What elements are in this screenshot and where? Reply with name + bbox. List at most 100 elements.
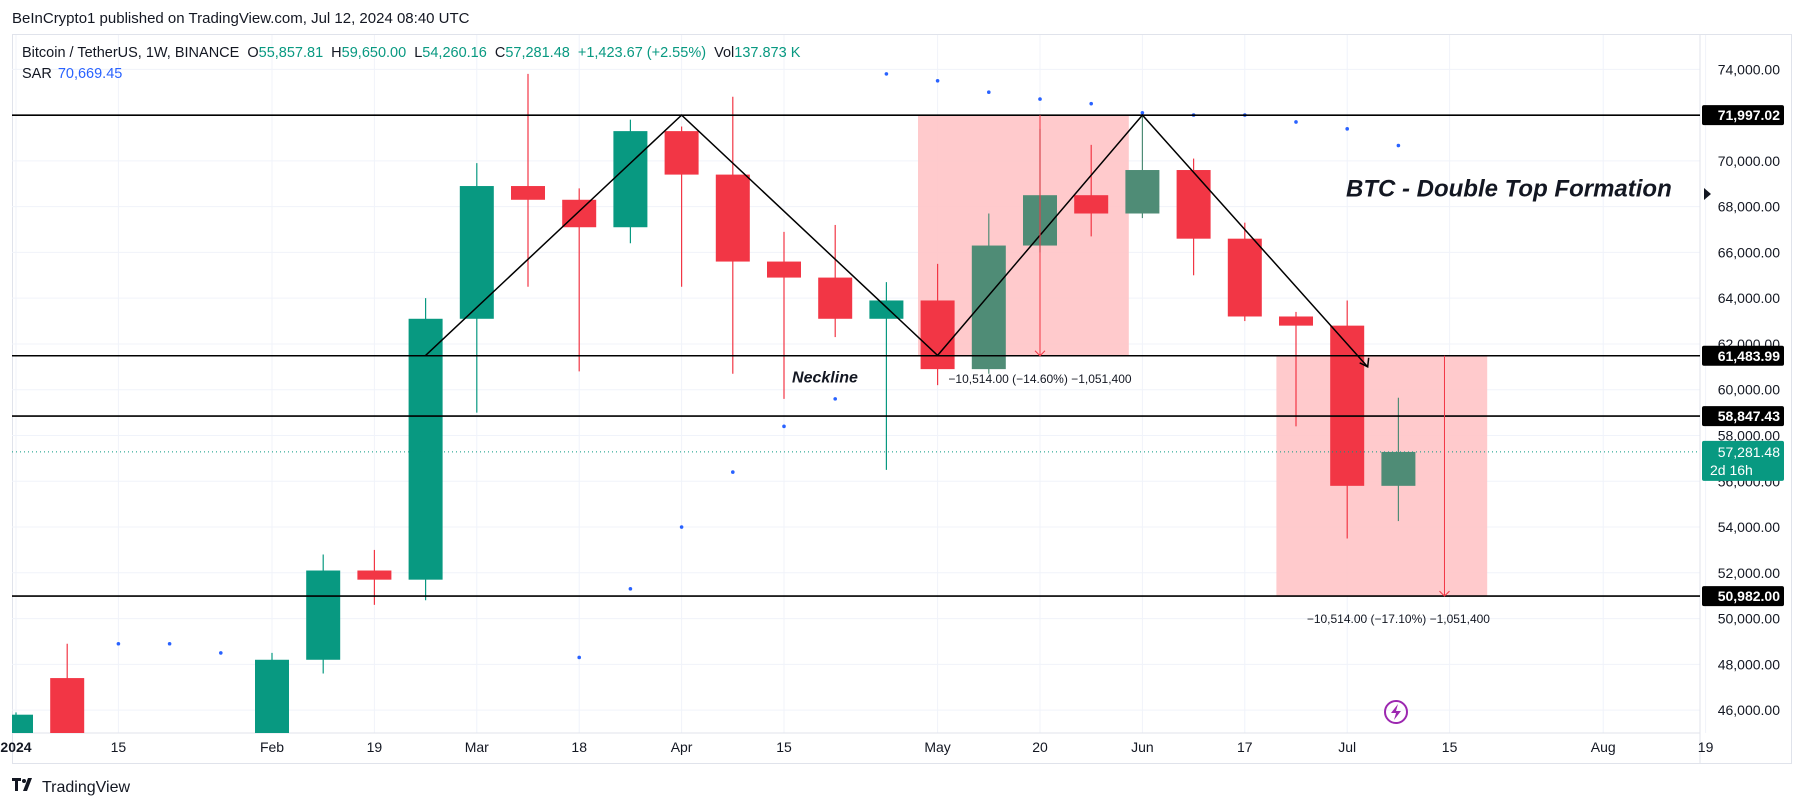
axis-marker-icon — [1704, 188, 1711, 200]
level-price-label: 50,982.00 — [1718, 588, 1780, 604]
x-tick-label: May — [924, 739, 950, 755]
candle-body[interactable] — [1381, 451, 1416, 486]
last-price-label: 57,281.48 — [1718, 444, 1780, 460]
chart-frame — [12, 34, 1792, 764]
sar-value: 70,669.45 — [57, 66, 123, 82]
candle-body[interactable] — [1176, 170, 1211, 239]
sar-dot — [1294, 120, 1298, 124]
volume-value: 137.873 K — [734, 45, 801, 61]
sar-label: SAR — [22, 66, 52, 82]
level-price-label: 61,483.99 — [1718, 348, 1780, 364]
x-tick-label: 19 — [1698, 739, 1714, 755]
x-tick-label: Mar — [465, 739, 489, 755]
candle-body[interactable] — [971, 245, 1006, 370]
sar-legend[interactable]: SAR 70,669.45 — [22, 66, 122, 82]
candle-body[interactable] — [1227, 238, 1262, 317]
open-label: O — [247, 45, 259, 61]
candle-body[interactable] — [818, 277, 853, 319]
sar-dot — [1140, 111, 1145, 115]
candle-body[interactable] — [920, 300, 955, 370]
sar-dot — [833, 397, 837, 401]
double-top-pattern-line[interactable] — [425, 113, 1369, 368]
high-label: H — [331, 45, 342, 61]
measure-label-2: −10,514.00 (−17.10%) −1,051,400 — [1307, 612, 1490, 626]
level-price-tag — [1702, 406, 1784, 427]
x-tick-label: 2024 — [0, 739, 31, 755]
x-tick-label: 15 — [776, 739, 792, 755]
symbol-label[interactable]: Bitcoin / TetherUS, 1W, BINANCE — [22, 45, 240, 61]
sar-dot — [679, 525, 684, 529]
measure-arrowhead — [1439, 590, 1450, 597]
candle-body[interactable] — [204, 765, 238, 770]
x-tick-label: Jun — [1131, 739, 1154, 755]
y-tick-label: 74,000.00 — [1718, 61, 1780, 77]
sar-dot — [1089, 101, 1093, 106]
footer-brand[interactable]: TradingView — [12, 778, 130, 797]
candle-body[interactable] — [1330, 325, 1365, 486]
level-price-tag — [1702, 586, 1784, 607]
candle-body[interactable] — [869, 300, 904, 319]
level-price-label: 58,847.43 — [1718, 408, 1780, 424]
sar-dot — [1038, 97, 1042, 101]
high-value: 59,650.00 — [341, 45, 407, 61]
measure-label-1: −10,514.00 (−14.60%) −1,051,400 — [948, 372, 1131, 386]
x-tick-label: 17 — [1237, 739, 1253, 755]
close-label: C — [494, 45, 506, 61]
candle-body[interactable] — [306, 570, 341, 660]
candle-body[interactable] — [1125, 170, 1160, 214]
sar-dot — [628, 587, 633, 591]
x-tick-label: 15 — [1442, 739, 1458, 755]
sar-dot — [116, 641, 121, 646]
sar-dot — [935, 78, 940, 83]
y-tick-label: 64,000.00 — [1718, 290, 1780, 306]
last-price-tag — [1702, 440, 1784, 481]
sar-dot — [884, 72, 889, 76]
candle-body[interactable] — [1279, 316, 1313, 326]
candle-body[interactable] — [408, 318, 443, 580]
candle-body[interactable] — [459, 186, 494, 319]
candle-body[interactable] — [511, 186, 545, 200]
candle-body[interactable] — [664, 131, 699, 175]
y-tick-label: 54,000.00 — [1718, 519, 1780, 535]
y-tick-label: 48,000.00 — [1718, 656, 1780, 672]
sar-dot — [1396, 143, 1401, 148]
y-tick-label: 70,000.00 — [1718, 153, 1780, 169]
replay-lightning-icon[interactable] — [1384, 700, 1408, 724]
x-tick-label: Aug — [1591, 739, 1616, 755]
brand-name: TradingView — [42, 778, 131, 796]
measure-arrowhead — [1034, 350, 1046, 357]
neckline-label[interactable]: Neckline — [792, 369, 858, 386]
y-tick-label: 50,000.00 — [1718, 611, 1780, 627]
candle-body[interactable] — [255, 659, 289, 770]
sar-dot — [167, 641, 172, 646]
sar-dot — [219, 651, 223, 655]
open-value: 55,857.81 — [258, 45, 324, 61]
change-value: +1,423.67 (+2.55%) — [577, 45, 707, 61]
bar-countdown-label: 2d 16h — [1710, 462, 1753, 478]
x-tick-label: 15 — [111, 739, 127, 755]
candle-body[interactable] — [0, 714, 33, 756]
y-tick-label: 66,000.00 — [1718, 244, 1780, 260]
sar-dot — [577, 655, 581, 660]
ohlc-legend: Bitcoin / TetherUS, 1W, BINANCE O55,857.… — [22, 45, 804, 61]
candle-body[interactable] — [613, 131, 648, 228]
candle-body[interactable] — [767, 261, 801, 278]
x-tick-label: 19 — [367, 739, 383, 755]
publisher-line: BeInCrypto1 published on TradingView.com… — [12, 10, 470, 27]
x-tick-label: Apr — [671, 739, 693, 755]
y-tick-label: 68,000.00 — [1718, 199, 1780, 215]
candle-body[interactable] — [357, 570, 392, 580]
candle-body[interactable] — [715, 174, 750, 262]
sar-dot — [731, 470, 735, 474]
x-tick-label: 18 — [571, 739, 587, 755]
candle-body[interactable] — [153, 756, 187, 765]
volume-label: Vol — [714, 45, 735, 61]
chart-title[interactable]: BTC - Double Top Formation — [1346, 176, 1672, 203]
candlestick-chart[interactable]: −10,514.00 (−14.60%) −1,051,400 −10,514.0… — [0, 0, 1805, 770]
candle-body[interactable] — [50, 678, 85, 744]
lightning-bolt-icon — [1391, 704, 1401, 720]
sar-dot — [1345, 127, 1349, 131]
candle-body[interactable] — [1074, 195, 1109, 214]
x-tick-label: 20 — [1032, 739, 1048, 755]
y-tick-label: 58,000.00 — [1718, 427, 1780, 443]
